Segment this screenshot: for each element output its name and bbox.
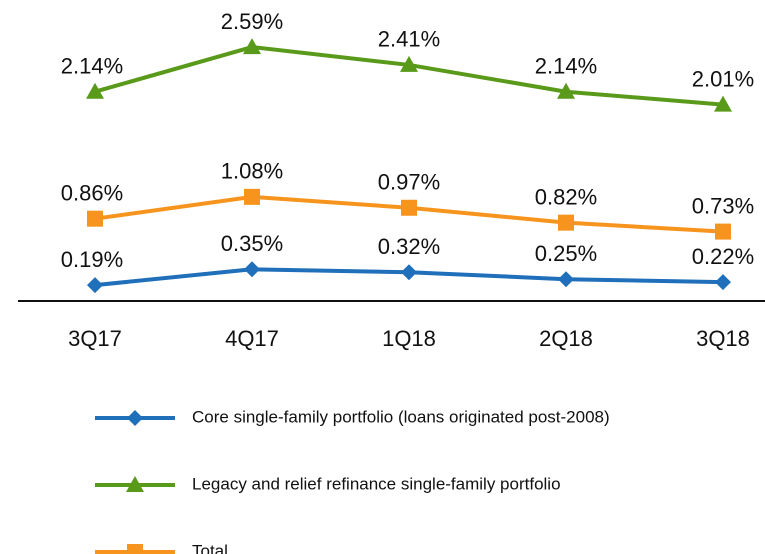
marker <box>244 188 260 205</box>
value-label: 0.19% <box>61 247 123 272</box>
marker <box>86 82 104 99</box>
legend-marker <box>126 476 144 492</box>
value-label: 2.41% <box>378 27 440 52</box>
x-tick-label: 3Q18 <box>696 326 750 351</box>
value-label: 0.22% <box>692 244 754 269</box>
legend-label: Core single-family portfolio (loans orig… <box>192 407 610 426</box>
marker <box>558 214 574 231</box>
value-label: 0.97% <box>378 170 440 195</box>
marker <box>401 199 417 216</box>
marker <box>244 261 260 278</box>
marker <box>715 223 731 240</box>
value-label: 0.32% <box>378 234 440 259</box>
value-label: 0.35% <box>221 231 283 256</box>
value-label: 0.82% <box>535 184 597 209</box>
marker <box>558 271 574 288</box>
value-label: 2.14% <box>61 54 123 79</box>
x-tick-label: 4Q17 <box>225 326 279 351</box>
value-label: 0.25% <box>535 241 597 266</box>
series-line <box>94 45 724 107</box>
value-label: 0.86% <box>61 181 123 206</box>
legend-marker <box>127 544 143 554</box>
marker <box>557 82 575 99</box>
value-label: 0.73% <box>692 193 754 218</box>
x-tick-label: 2Q18 <box>539 326 593 351</box>
value-label: 2.14% <box>535 54 597 79</box>
marker <box>714 95 732 112</box>
marker <box>400 55 418 72</box>
marker <box>243 38 261 55</box>
marker <box>401 264 417 281</box>
marker <box>87 277 103 294</box>
marker <box>715 274 731 291</box>
legend-label: Legacy and relief refinance single-famil… <box>192 474 561 493</box>
value-label: 1.08% <box>221 159 283 184</box>
marker <box>87 210 103 227</box>
value-label: 2.59% <box>221 9 283 34</box>
value-label: 2.01% <box>692 66 754 91</box>
x-tick-label: 3Q17 <box>68 326 122 351</box>
legend-marker <box>127 410 143 426</box>
x-tick-label: 1Q18 <box>382 326 436 351</box>
legend-label: Total <box>192 541 228 554</box>
